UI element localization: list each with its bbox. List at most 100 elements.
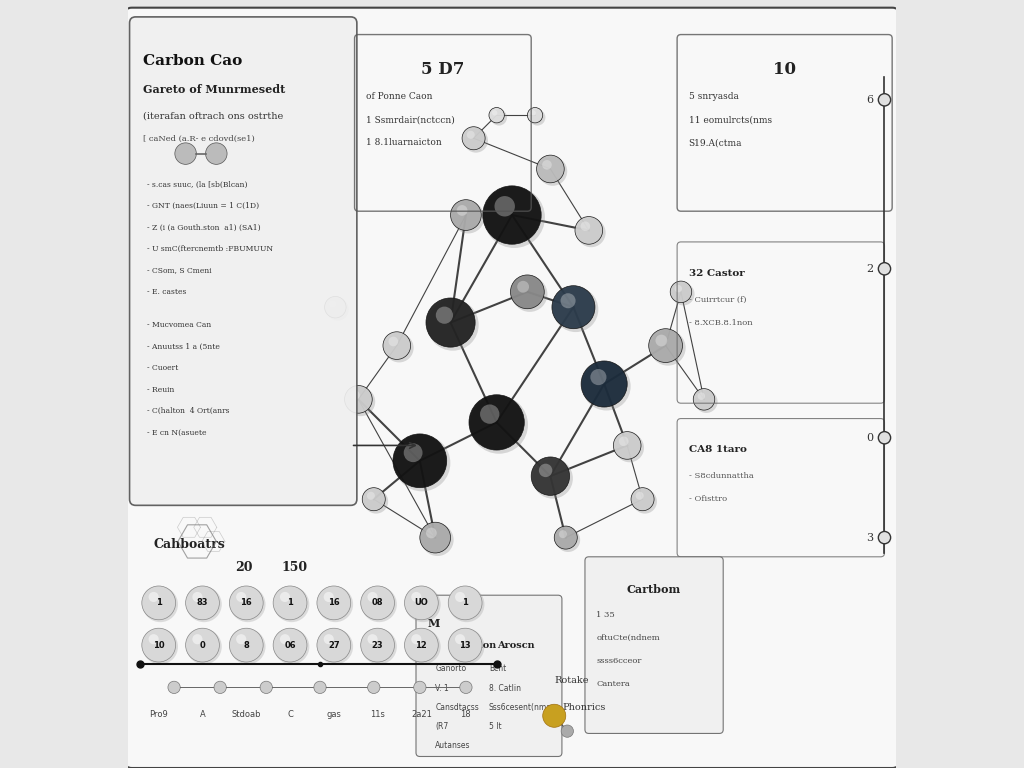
Circle shape	[142, 629, 178, 664]
Circle shape	[489, 108, 504, 123]
Text: Cahboatrs: Cahboatrs	[154, 538, 225, 551]
Text: Cantera: Cantera	[596, 680, 630, 687]
Circle shape	[148, 634, 159, 644]
Text: Cartbom: Cartbom	[627, 584, 681, 594]
Circle shape	[879, 263, 891, 275]
Text: Autanses: Autanses	[435, 741, 471, 750]
Circle shape	[532, 458, 572, 498]
Text: - E. castes: - E. castes	[147, 288, 186, 296]
Text: oftuCte(ndnem: oftuCte(ndnem	[596, 634, 660, 641]
Circle shape	[344, 386, 373, 413]
Circle shape	[531, 457, 569, 495]
Text: Bcnt: Bcnt	[489, 664, 506, 674]
Circle shape	[230, 587, 265, 622]
Text: 1 8.1luarnaicton: 1 8.1luarnaicton	[367, 138, 441, 147]
Circle shape	[193, 634, 203, 644]
Text: M: M	[428, 618, 440, 629]
Circle shape	[185, 628, 219, 662]
Circle shape	[583, 362, 631, 410]
Circle shape	[388, 336, 398, 346]
Circle shape	[539, 157, 567, 186]
Circle shape	[273, 587, 309, 622]
Text: - GNT (naes(Liuun = 1 C(1D): - GNT (naes(Liuun = 1 C(1D)	[147, 202, 259, 210]
Circle shape	[552, 286, 595, 329]
Circle shape	[451, 200, 481, 230]
Circle shape	[426, 528, 436, 538]
Circle shape	[393, 434, 446, 488]
Circle shape	[185, 586, 219, 620]
Circle shape	[457, 205, 467, 216]
Text: 18: 18	[460, 710, 470, 720]
Circle shape	[449, 628, 482, 662]
Circle shape	[142, 587, 178, 622]
Text: 11 eomulrcts(nms: 11 eomulrcts(nms	[688, 115, 772, 124]
Circle shape	[879, 432, 891, 444]
Circle shape	[230, 629, 265, 664]
Text: 13: 13	[460, 641, 471, 650]
Circle shape	[360, 628, 394, 662]
Circle shape	[367, 492, 375, 500]
Circle shape	[368, 592, 378, 602]
Circle shape	[360, 586, 394, 620]
Circle shape	[490, 110, 507, 125]
Circle shape	[539, 464, 552, 477]
Text: Carbon Cao: Carbon Cao	[143, 54, 243, 68]
Circle shape	[406, 587, 440, 622]
Circle shape	[317, 587, 353, 622]
Text: UO: UO	[415, 598, 428, 607]
Circle shape	[346, 387, 375, 416]
Text: (R7: (R7	[435, 722, 449, 731]
Text: 32 Castor: 32 Castor	[688, 269, 744, 278]
Circle shape	[403, 443, 423, 462]
Text: 1 Ssmrdair(nctccn): 1 Ssmrdair(nctccn)	[367, 115, 455, 124]
Circle shape	[618, 436, 629, 446]
Circle shape	[362, 488, 385, 511]
Text: - U smC(ftercnemtb :FBUMUUN: - U smC(ftercnemtb :FBUMUUN	[147, 245, 273, 253]
Text: 16: 16	[241, 598, 252, 607]
Text: of Ponne Caon: of Ponne Caon	[367, 92, 432, 101]
Circle shape	[462, 127, 485, 150]
Circle shape	[427, 299, 478, 351]
FancyBboxPatch shape	[124, 8, 900, 768]
Circle shape	[193, 592, 203, 602]
Text: CA8 1taro: CA8 1taro	[688, 445, 746, 455]
Circle shape	[480, 405, 500, 424]
Circle shape	[141, 586, 176, 620]
Text: 5 snryasda: 5 snryasda	[688, 92, 738, 101]
Circle shape	[273, 586, 307, 620]
Text: Gareto of Munrmesedt: Gareto of Munrmesedt	[143, 84, 286, 95]
Text: 0: 0	[866, 432, 872, 443]
Circle shape	[426, 298, 475, 347]
Text: - 8.XCB.8.1non: - 8.XCB.8.1non	[688, 319, 753, 326]
Circle shape	[483, 187, 545, 248]
Circle shape	[368, 681, 380, 694]
Text: 8: 8	[244, 641, 249, 650]
Text: 20: 20	[236, 561, 253, 574]
Circle shape	[436, 306, 453, 324]
Text: gas: gas	[327, 710, 341, 720]
Text: - s.cas suuc, (la [sb(Blcan): - s.cas suuc, (la [sb(Blcan)	[147, 180, 248, 188]
Circle shape	[237, 634, 247, 644]
Circle shape	[383, 332, 411, 359]
Text: - CSom, S Cmeni: - CSom, S Cmeni	[147, 266, 212, 274]
Circle shape	[453, 201, 484, 233]
Text: ssss6cceor: ssss6cceor	[596, 657, 642, 664]
Circle shape	[168, 681, 180, 694]
Circle shape	[449, 586, 482, 620]
Circle shape	[577, 218, 605, 247]
Circle shape	[414, 681, 426, 694]
Circle shape	[464, 128, 488, 153]
Circle shape	[553, 287, 598, 332]
Text: - Ofisttro: - Ofisttro	[688, 495, 727, 503]
Circle shape	[280, 634, 290, 644]
Text: - Z (i (a Gouth.ston  a1) (SA1): - Z (i (a Gouth.ston a1) (SA1)	[147, 223, 261, 231]
Text: C: C	[287, 710, 293, 720]
Text: Sss6cesent(nma: Sss6cesent(nma	[489, 703, 552, 712]
Text: - Anuutss 1 a (5nte: - Anuutss 1 a (5nte	[147, 343, 220, 350]
Text: 1: 1	[462, 598, 468, 607]
Circle shape	[412, 634, 422, 644]
Text: V. 1: V. 1	[435, 684, 449, 693]
Text: [ caNed (a.R- e cdovd(se1): [ caNed (a.R- e cdovd(se1)	[143, 134, 255, 142]
Text: 1: 1	[287, 598, 293, 607]
Text: 16: 16	[328, 598, 340, 607]
